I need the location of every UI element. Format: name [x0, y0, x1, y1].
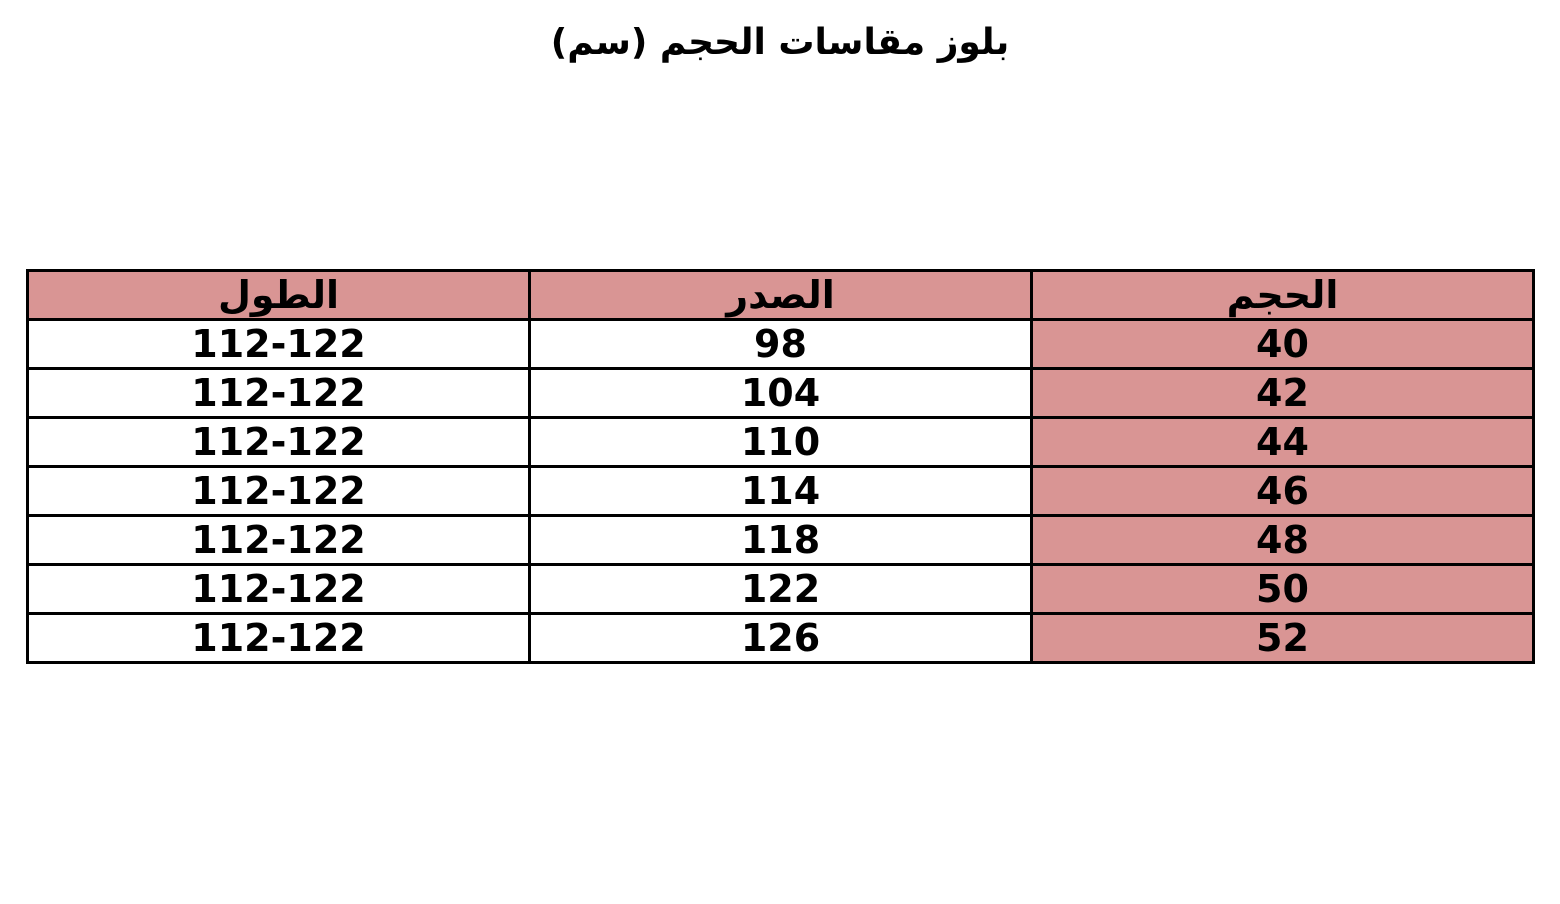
table-row: 52 126 112-122 [26, 612, 1535, 664]
size-cell: 46 [1030, 465, 1535, 517]
size-cell: 48 [1030, 514, 1535, 566]
length-cell: 112-122 [26, 318, 531, 370]
table-header-row: الحجم الصدر الطول [26, 269, 1535, 321]
chest-cell: 98 [528, 318, 1033, 370]
size-cell: 44 [1030, 416, 1535, 468]
header-size: الحجم [1030, 269, 1535, 321]
chest-cell: 114 [528, 465, 1033, 517]
length-cell: 112-122 [26, 465, 531, 517]
chest-cell: 110 [528, 416, 1033, 468]
length-cell: 112-122 [26, 563, 531, 615]
length-cell: 112-122 [26, 514, 531, 566]
table-row: 48 118 112-122 [26, 514, 1535, 566]
size-cell: 40 [1030, 318, 1535, 370]
table-row: 46 114 112-122 [26, 465, 1535, 517]
size-cell: 50 [1030, 563, 1535, 615]
header-length: الطول [26, 269, 531, 321]
length-cell: 112-122 [26, 612, 531, 664]
size-table: الحجم الصدر الطول 40 98 112-122 42 104 112-12… [26, 269, 1535, 664]
table-row: 42 104 112-122 [26, 367, 1535, 419]
page-title: بلوز مقاسات الحجم (سم) [550, 22, 1010, 63]
header-chest: الصدر [528, 269, 1033, 321]
size-cell: 52 [1030, 612, 1535, 664]
chest-cell: 126 [528, 612, 1033, 664]
size-cell: 42 [1030, 367, 1535, 419]
table-row: 44 110 112-122 [26, 416, 1535, 468]
chest-cell: 104 [528, 367, 1033, 419]
table-row: 50 122 112-122 [26, 563, 1535, 615]
chest-cell: 122 [528, 563, 1033, 615]
length-cell: 112-122 [26, 367, 531, 419]
table-row: 40 98 112-122 [26, 318, 1535, 370]
length-cell: 112-122 [26, 416, 531, 468]
chest-cell: 118 [528, 514, 1033, 566]
